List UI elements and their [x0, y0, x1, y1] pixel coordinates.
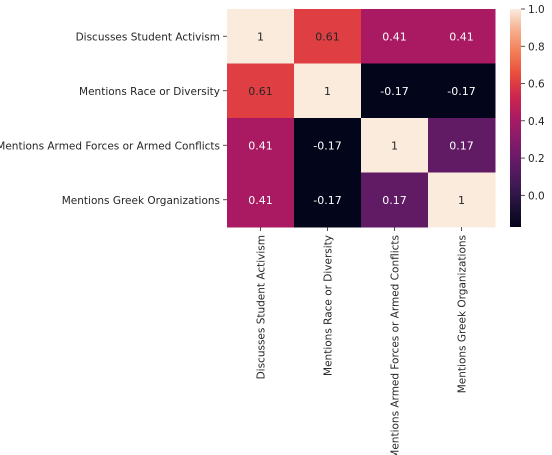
heatmap-cell	[294, 9, 362, 64]
heatmap-cell	[227, 9, 295, 64]
heatmap-cell	[227, 118, 295, 173]
heatmap-cell	[294, 172, 362, 228]
heatmap-cell	[227, 63, 295, 119]
colorbar-gradient	[510, 9, 521, 227]
heatmap-cell	[361, 172, 429, 228]
cell-value-label: 0.41	[248, 139, 273, 152]
x-tick-label: Discusses Student Activism	[256, 235, 268, 379]
cell-value-label: -0.17	[447, 85, 475, 98]
y-tick-label: Discusses Student Activism	[76, 31, 220, 43]
heatmap-cell	[428, 118, 496, 173]
heatmap-cell	[428, 63, 496, 119]
cell-value-label: 0.17	[382, 194, 407, 207]
cell-value-label: -0.17	[380, 85, 408, 98]
heatmap-cell	[294, 118, 362, 173]
y-tick-label: Mentions Race or Diversity	[79, 86, 220, 98]
colorbar-tick-label: 0.2	[528, 153, 545, 165]
cell-value-label: 0.41	[382, 30, 407, 43]
cell-value-label: 0.61	[315, 30, 340, 43]
heatmap-cell	[361, 9, 429, 64]
colorbar-ticks: 0.0 0.2 0.4 0.6 0.8 1.0	[521, 4, 545, 202]
y-tick-label: Mentions Greek Organizations	[62, 195, 220, 207]
x-tick-label: Mentions Armed Forces or Armed Conflicts	[390, 235, 402, 455]
cell-value-label: 1	[458, 194, 465, 207]
cell-value-label: 1	[391, 139, 398, 152]
cell-value-label: 1	[257, 30, 264, 43]
colorbar-tick-label: 0.8	[528, 41, 545, 53]
y-tick-label: Mentions Armed Forces or Armed Conflicts	[0, 140, 220, 152]
heatmap-cells	[227, 9, 496, 228]
colorbar-tick-label: 0.0	[528, 190, 545, 202]
cell-value-label: -0.17	[313, 194, 341, 207]
colorbar-tick-label: 1.0	[528, 4, 545, 16]
cell-value-label: 0.17	[449, 139, 474, 152]
heatmap-cell	[227, 172, 295, 228]
colorbar-tick-label: 0.6	[528, 79, 545, 91]
y-axis: Discusses Student Activism Mentions Race …	[0, 31, 227, 207]
heatmap-cell	[361, 63, 429, 119]
colorbar: 0.0 0.2 0.4 0.6 0.8 1.0	[510, 4, 545, 227]
cell-value-label: 1	[324, 85, 331, 98]
cell-value-label: 0.61	[248, 85, 273, 98]
x-axis: Discusses Student Activism Mentions Race …	[256, 227, 469, 455]
heatmap-cell	[361, 118, 429, 173]
heatmap-cell	[294, 63, 362, 119]
cell-value-label: 0.41	[248, 194, 273, 207]
colorbar-tick-label: 0.4	[528, 116, 545, 128]
heatmap-cell	[428, 9, 496, 64]
heatmap-annotations: 1 0.61 0.41 0.41 0.61 1 -0.17 -0.17 0.41 -0.17 1 0.…	[248, 30, 475, 207]
heatmap-cell	[428, 172, 496, 228]
x-tick-label: Mentions Greek Organizations	[457, 235, 469, 393]
cell-value-label: -0.17	[313, 139, 341, 152]
x-tick-label: Mentions Race or Diversity	[323, 235, 335, 376]
cell-value-label: 0.41	[449, 30, 474, 43]
